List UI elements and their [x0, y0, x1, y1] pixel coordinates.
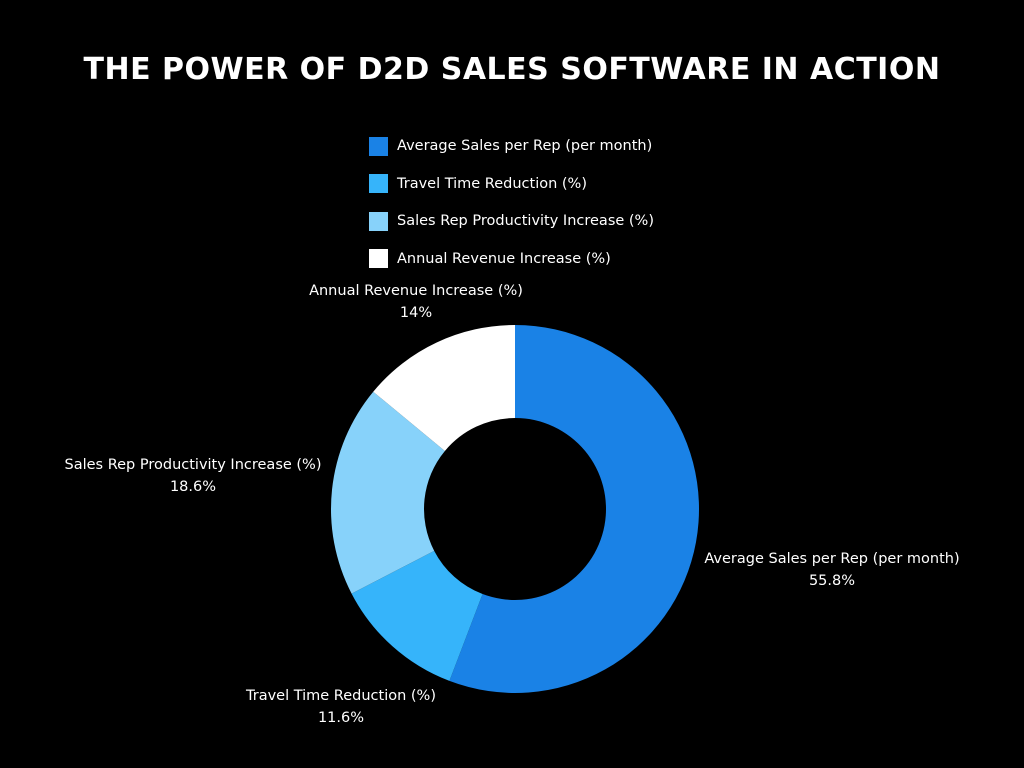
donut-slice — [373, 325, 515, 451]
slice-value-label: 55.8% — [809, 573, 855, 589]
legend-label: Annual Revenue Increase (%) — [397, 250, 611, 267]
legend-label: Travel Time Reduction (%) — [397, 175, 587, 192]
donut-slice — [331, 391, 445, 594]
legend-item-productivity: Sales Rep Productivity Increase (%) — [369, 210, 654, 232]
slice-value-label: 11.6% — [318, 710, 364, 726]
legend-swatch — [369, 174, 388, 193]
slice-category-label: Annual Revenue Increase (%) — [309, 283, 523, 299]
chart-title: THE POWER OF D2D SALES SOFTWARE IN ACTIO… — [83, 52, 941, 87]
legend-item-annual-revenue: Annual Revenue Increase (%) — [369, 248, 654, 270]
legend-item-travel-time: Travel Time Reduction (%) — [369, 173, 654, 195]
donut-slice — [351, 550, 483, 681]
slices-group — [331, 325, 699, 693]
slice-category-label: Sales Rep Productivity Increase (%) — [65, 457, 322, 473]
slice-value-label: 18.6% — [170, 479, 216, 495]
legend-swatch — [369, 136, 388, 156]
legend-swatch — [369, 249, 388, 268]
slice-category-label: Travel Time Reduction (%) — [245, 688, 436, 704]
legend-swatch — [369, 211, 388, 231]
legend-label: Sales Rep Productivity Increase (%) — [397, 213, 654, 229]
legend-item-average-sales: Average Sales per Rep (per month) — [369, 135, 654, 157]
donut-slice — [449, 325, 699, 693]
legend: Average Sales per Rep (per month) Travel… — [369, 135, 654, 285]
slice-category-label: Average Sales per Rep (per month) — [704, 551, 959, 567]
labels-group: Average Sales per Rep (per month) 55.8% Tr… — [65, 283, 960, 726]
legend-label: Average Sales per Rep (per month) — [397, 138, 653, 154]
slice-value-label: 14% — [400, 305, 432, 321]
